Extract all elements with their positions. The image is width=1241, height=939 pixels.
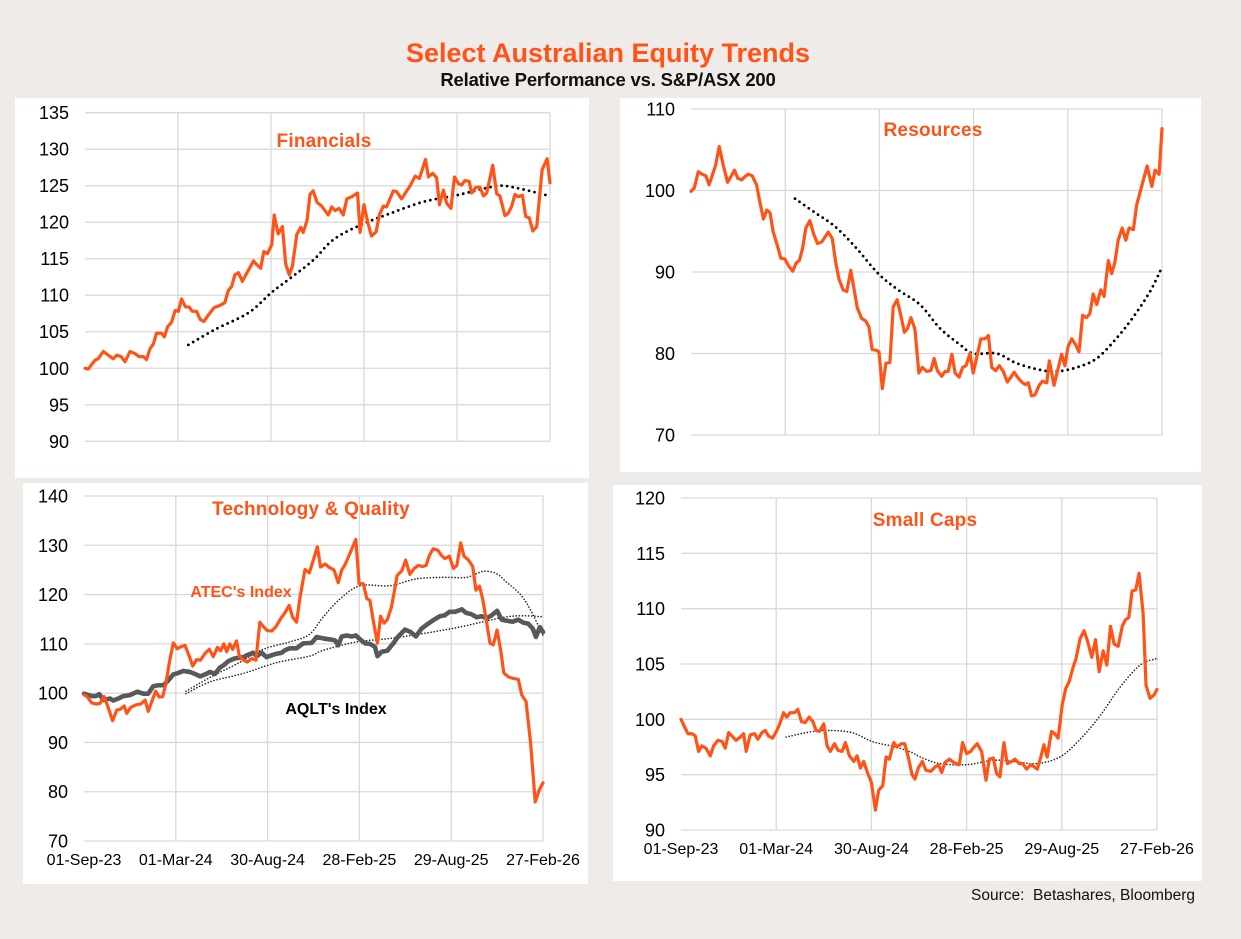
y-tick-label: 90 — [645, 820, 665, 840]
y-tick-label: 140 — [38, 486, 68, 506]
source-note: Source: Betashares, Bloomberg — [970, 887, 1195, 904]
y-tick-label: 110 — [646, 99, 675, 119]
chart-panel-small-caps: 90 95 100 105 110 115 120 01-Sep-23 01-Mar-24 30-… — [613, 485, 1202, 881]
y-tick-label: 115 — [40, 249, 69, 269]
gridlines — [84, 495, 544, 842]
chart-resources: 70 80 90 100 110 — [645, 99, 1164, 445]
gridlines — [85, 112, 551, 442]
chart-panel-resources: 70 80 90 100 110 Resources — [620, 98, 1201, 472]
y-tick-label: 110 — [40, 286, 69, 306]
y-tick-label: 115 — [636, 544, 665, 564]
y-tick-label: 130 — [38, 536, 68, 556]
x-tick-label: 01-Mar-24 — [139, 852, 213, 869]
x-tick-label: 28-Feb-25 — [322, 852, 396, 869]
chart-small-caps: 90 95 100 105 110 115 120 01-Sep-23 01-Mar-24 30-… — [635, 488, 1194, 858]
y-tick-label: 120 — [635, 488, 665, 508]
y-tick-label: 120 — [39, 213, 69, 233]
y-tick-label: 130 — [39, 140, 69, 160]
series-line-resources — [689, 126, 1164, 398]
page-subtitle: Relative Performance vs. S&P/ASX 200 — [440, 69, 776, 90]
y-tick-label: 80 — [48, 782, 68, 802]
series-line-small-caps — [679, 571, 1159, 812]
y-tick-label: 70 — [48, 831, 68, 851]
chart-title-resources: Resources — [883, 120, 983, 141]
y-tick-label: 95 — [645, 765, 665, 785]
y-tick-label: 105 — [635, 654, 665, 674]
y-tick-label: 100 — [38, 684, 68, 704]
chart-title-small-caps: Small Caps — [872, 510, 978, 531]
y-tick-label: 70 — [655, 425, 675, 445]
y-tick-label: 90 — [48, 733, 68, 753]
chart-title-financials: Financials — [276, 131, 372, 152]
y-tick-label: 135 — [39, 103, 69, 123]
series-line-atec-s-index-trend — [185, 570, 544, 693]
y-tick-label: 125 — [39, 176, 69, 196]
x-tick-label: 30-Aug-24 — [230, 852, 305, 869]
y-tick-label: 100 — [39, 359, 69, 379]
x-tick-label: 29-Aug-25 — [414, 852, 489, 869]
x-tick-label: 01-Sep-23 — [644, 841, 719, 858]
y-tick-label: 110 — [636, 599, 665, 619]
series-label-aqlt: AQLT's Index — [285, 701, 387, 718]
x-tick-label: 28-Feb-25 — [930, 841, 1004, 858]
x-tick-label: 01-Mar-24 — [739, 841, 813, 858]
x-tick-label: 27-Feb-26 — [506, 852, 580, 869]
x-tick-label: 01-Sep-23 — [47, 852, 122, 869]
y-tick-label: 95 — [49, 395, 69, 415]
chart-technology-quality: 70 80 90 100 110 120 130 140 01-Sep-23 01-Mar-24 3… — [38, 486, 580, 869]
chart-financials: 90 95 100 105 110 115 120 125 130 135 — [39, 103, 552, 452]
gridlines — [681, 497, 1158, 831]
series-line-atec-s-index — [82, 537, 545, 804]
x-tick-label: 30-Aug-24 — [834, 841, 909, 858]
y-tick-label: 90 — [49, 432, 69, 452]
y-tick-label: 100 — [645, 181, 675, 201]
series-line-resources-trend — [793, 197, 1164, 373]
gridlines — [691, 108, 1163, 436]
series-line-aqlt-s-index-trend — [185, 614, 544, 695]
y-tick-label: 100 — [635, 710, 665, 730]
page-title: Select Australian Equity Trends — [405, 38, 811, 68]
y-tick-label: 105 — [39, 322, 69, 342]
chart-title-technology-quality: Technology & Quality — [212, 499, 410, 520]
x-tick-label: 27-Feb-26 — [1120, 841, 1194, 858]
chart-panel-technology-quality: 70 80 90 100 110 120 130 140 01-Sep-23 01-Mar-24 3… — [23, 483, 588, 884]
series-line-financials — [83, 157, 552, 371]
y-tick-label: 80 — [655, 344, 675, 364]
y-tick-label: 90 — [655, 262, 675, 282]
series-label-atec: ATEC's Index — [190, 584, 292, 601]
chart-panel-financials: 90 95 100 105 110 115 120 125 130 135 Financials — [15, 98, 589, 478]
series-line-financials-trend — [186, 184, 549, 347]
y-tick-label: 120 — [38, 585, 68, 605]
x-tick-label: 29-Aug-25 — [1024, 841, 1099, 858]
series-line-aqlt-s-index — [81, 607, 546, 703]
y-tick-label: 110 — [39, 634, 68, 654]
